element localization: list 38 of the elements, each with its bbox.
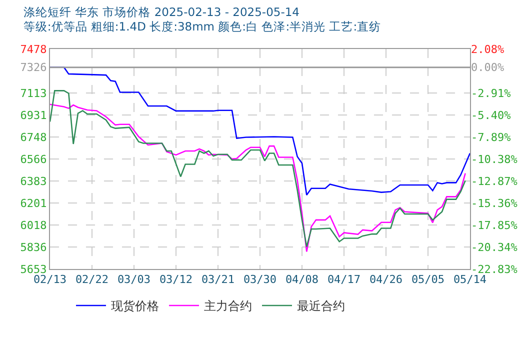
x-tick-label: 05/05 <box>411 273 445 286</box>
y2-tick-label: -7.89% <box>471 130 512 144</box>
y2-tick-label: -22.83% <box>471 262 518 276</box>
y2-tick-label: -12.87% <box>471 174 518 188</box>
y2-tick-label: -20.34% <box>471 240 518 254</box>
x-tick-label: 02/22 <box>75 273 109 286</box>
y2-tick-label: 2.08% <box>471 42 504 56</box>
y-tick-label: 6201 <box>20 196 47 210</box>
y2-tick-label: -10.38% <box>471 152 518 166</box>
y-tick-label: 6018 <box>20 218 47 232</box>
y2-tick-label: 0.00% <box>471 61 504 74</box>
y-tick-label: 7113 <box>20 86 47 100</box>
chart-subtitle: 等级:优等品 粗细:1.4D 长度:38mm 颜色:白 色泽:半消光 工艺:直纺 <box>23 20 382 34</box>
chart-title: 涤纶短纤 华东 市场价格 2025-02-13 - 2025-05-14 <box>23 4 300 19</box>
legend-label: 主力合约 <box>204 299 252 314</box>
x-tick-label: 03/21 <box>201 273 235 286</box>
x-tick-label: 02/13 <box>33 273 67 286</box>
legend-label: 现货价格 <box>111 299 159 314</box>
y2-tick-label: -2.91% <box>471 86 512 100</box>
y-tick-label: 7478 <box>20 42 47 56</box>
x-tick-label: 03/12 <box>159 273 193 286</box>
y-tick-label: 6931 <box>20 108 47 122</box>
y2-tick-label: -15.36% <box>471 196 518 210</box>
y-tick-label: 6748 <box>20 130 47 144</box>
x-tick-label: 03/30 <box>243 273 277 286</box>
y-tick-label: 5836 <box>20 240 47 254</box>
x-tick-label: 04/17 <box>327 273 361 286</box>
y-tick-label: 7326 <box>20 61 47 74</box>
y-tick-label: 6566 <box>20 152 47 166</box>
x-tick-label: 05/14 <box>453 273 487 286</box>
y-tick-label: 5653 <box>20 262 47 276</box>
legend-label: 最近合约 <box>297 299 345 314</box>
x-tick-label: 04/08 <box>285 273 319 286</box>
y2-tick-label: -5.40% <box>471 108 512 122</box>
y-tick-label: 6383 <box>20 174 47 188</box>
x-tick-label: 04/26 <box>369 273 403 286</box>
x-tick-label: 03/03 <box>117 273 151 286</box>
y2-tick-label: -17.85% <box>471 218 518 232</box>
